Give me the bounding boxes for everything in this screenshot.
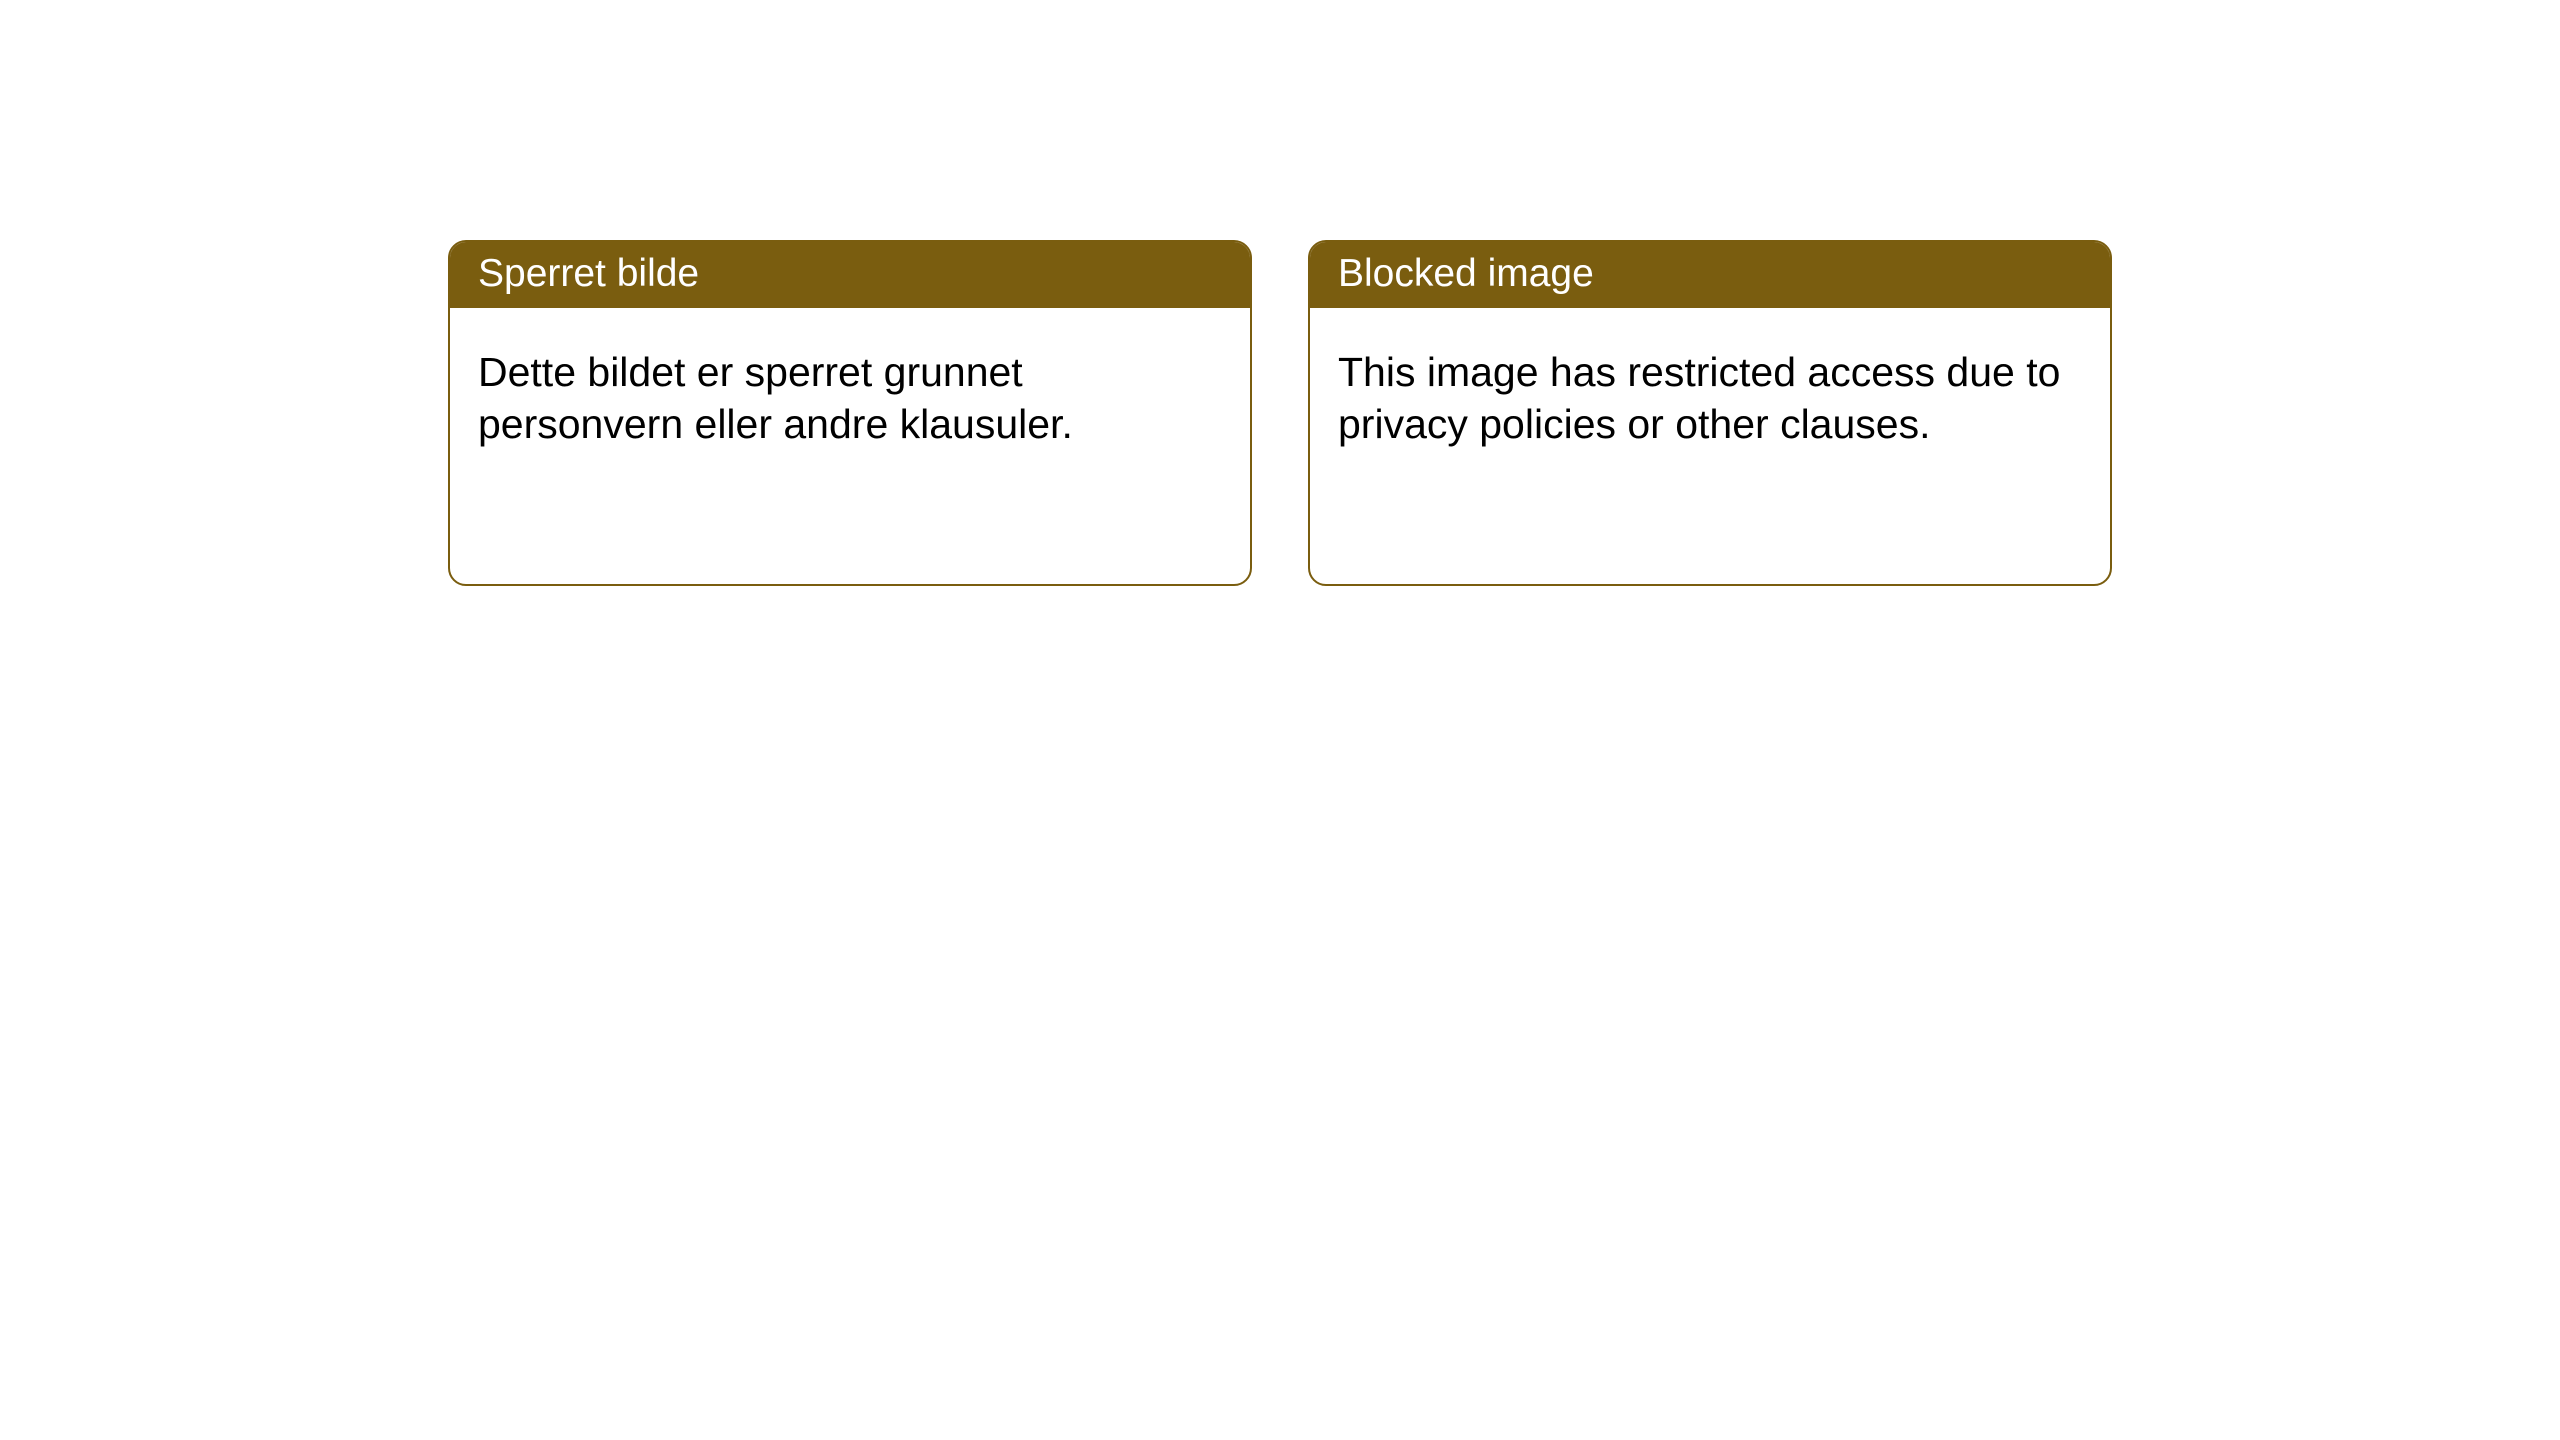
- notice-message: Dette bildet er sperret grunnet personve…: [450, 308, 1250, 584]
- notice-card-norwegian: Sperret bilde Dette bildet er sperret gr…: [448, 240, 1252, 586]
- notice-message: This image has restricted access due to …: [1310, 308, 2110, 584]
- notice-title: Sperret bilde: [450, 242, 1250, 308]
- notice-container: Sperret bilde Dette bildet er sperret gr…: [0, 0, 2560, 586]
- notice-card-english: Blocked image This image has restricted …: [1308, 240, 2112, 586]
- notice-title: Blocked image: [1310, 242, 2110, 308]
